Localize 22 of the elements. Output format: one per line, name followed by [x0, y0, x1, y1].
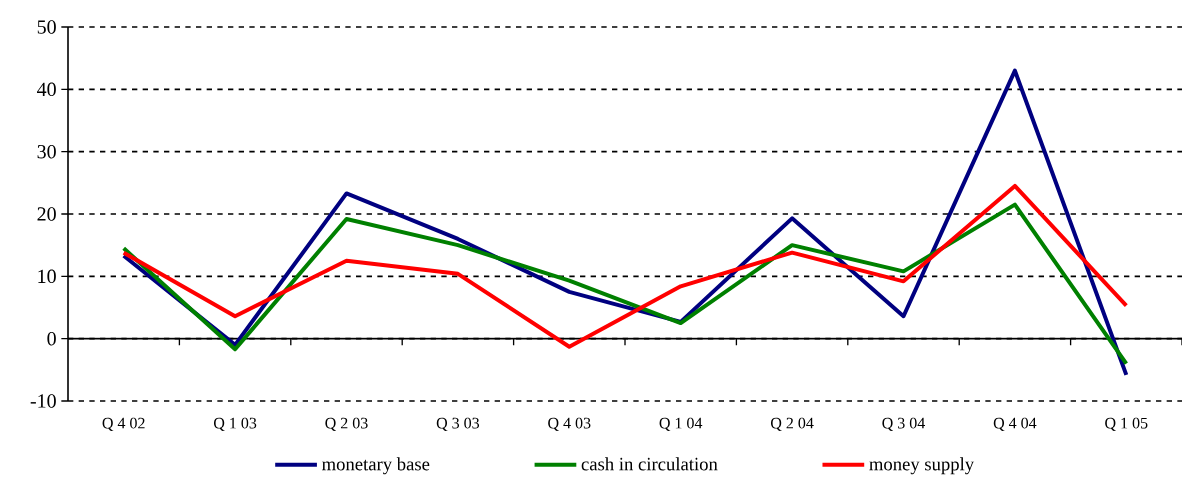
x-tick-label: Q 4 03: [548, 417, 591, 431]
y-tick-label: 20: [37, 207, 56, 221]
legend-label: money supply: [869, 457, 975, 475]
x-tick-label: Q 4 02: [102, 417, 145, 431]
y-tick-label: -10: [30, 394, 56, 408]
x-tick-label: Q 3 03: [436, 417, 480, 431]
x-tick-label: Q 1 05: [1105, 417, 1148, 431]
line-series: [121, 202, 1129, 366]
x-tick-label: Q 4 04: [993, 417, 1037, 431]
y-tick-label: 0: [47, 331, 56, 346]
legend-label: monetary base: [321, 457, 430, 475]
x-tick-label: Q 1 03: [213, 417, 257, 431]
x-tick-label: Q 3 04: [882, 417, 926, 431]
x-tick-label: Q 2 03: [325, 417, 368, 431]
x-tick-label: Q 1 04: [659, 417, 703, 431]
y-tick-label: 30: [37, 144, 56, 159]
line-series: [121, 183, 1129, 349]
x-tick-label: Q 2 04: [770, 417, 814, 431]
y-tick-label: 50: [37, 20, 56, 34]
y-tick-label: 40: [37, 82, 56, 97]
y-tick-label: 10: [38, 269, 56, 284]
legend-label: cash in circulation: [581, 457, 718, 471]
